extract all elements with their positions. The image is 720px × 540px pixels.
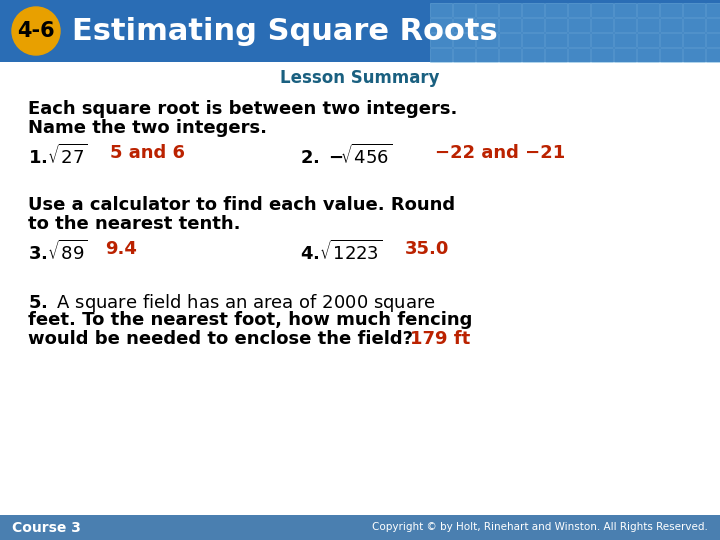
Text: Each square root is between two integers.: Each square root is between two integers… xyxy=(28,100,457,118)
Bar xyxy=(453,3,475,17)
Bar xyxy=(591,3,613,17)
Bar xyxy=(637,3,659,17)
Circle shape xyxy=(12,7,60,55)
Bar xyxy=(614,33,636,47)
Bar xyxy=(453,48,475,62)
Bar xyxy=(430,18,452,32)
Bar xyxy=(545,33,567,47)
Text: Estimating Square Roots: Estimating Square Roots xyxy=(72,17,498,45)
Text: $\mathbf{1.}\!\sqrt{27}$: $\mathbf{1.}\!\sqrt{27}$ xyxy=(28,144,88,168)
Bar xyxy=(0,515,720,540)
Bar xyxy=(591,18,613,32)
Text: 179 ft: 179 ft xyxy=(410,330,470,348)
Text: feet. To the nearest foot, how much fencing: feet. To the nearest foot, how much fenc… xyxy=(28,311,472,329)
Bar xyxy=(522,48,544,62)
Bar xyxy=(545,48,567,62)
Text: $\mathbf{3.}\!\sqrt{89}$: $\mathbf{3.}\!\sqrt{89}$ xyxy=(28,240,88,264)
Bar xyxy=(476,33,498,47)
Bar xyxy=(430,33,452,47)
Bar xyxy=(683,48,705,62)
Bar xyxy=(430,3,452,17)
Text: would be needed to enclose the field?: would be needed to enclose the field? xyxy=(28,330,413,348)
Bar xyxy=(660,48,682,62)
Bar xyxy=(568,48,590,62)
Bar xyxy=(683,18,705,32)
Bar xyxy=(499,18,521,32)
Bar xyxy=(637,48,659,62)
Bar xyxy=(614,18,636,32)
Bar xyxy=(0,0,720,62)
Bar xyxy=(522,3,544,17)
Bar xyxy=(476,48,498,62)
Bar xyxy=(453,33,475,47)
Bar xyxy=(660,18,682,32)
Text: $\mathbf{5.}$ A square field has an area of 2000 square: $\mathbf{5.}$ A square field has an area… xyxy=(28,292,436,314)
Bar xyxy=(591,33,613,47)
Bar xyxy=(706,18,720,32)
Text: Copyright © by Holt, Rinehart and Winston. All Rights Reserved.: Copyright © by Holt, Rinehart and Winsto… xyxy=(372,523,708,532)
Bar xyxy=(706,3,720,17)
Text: Name the two integers.: Name the two integers. xyxy=(28,119,267,137)
Text: 4-6: 4-6 xyxy=(17,21,55,41)
Bar xyxy=(683,3,705,17)
Bar xyxy=(499,3,521,17)
Bar xyxy=(476,3,498,17)
Bar xyxy=(568,3,590,17)
Text: 5 and 6: 5 and 6 xyxy=(110,144,185,162)
Bar xyxy=(430,48,452,62)
Bar xyxy=(706,33,720,47)
Bar xyxy=(591,48,613,62)
Text: 35.0: 35.0 xyxy=(405,240,449,258)
Bar xyxy=(453,18,475,32)
Bar xyxy=(522,33,544,47)
Bar xyxy=(499,33,521,47)
Text: Lesson Summary: Lesson Summary xyxy=(280,69,440,87)
Bar xyxy=(568,33,590,47)
Text: $\mathbf{2.}\ \mathbf{-}\!\sqrt{456}$: $\mathbf{2.}\ \mathbf{-}\!\sqrt{456}$ xyxy=(300,144,392,168)
Bar xyxy=(660,3,682,17)
Bar xyxy=(545,18,567,32)
Bar xyxy=(660,33,682,47)
Bar xyxy=(568,18,590,32)
Bar xyxy=(522,18,544,32)
Bar xyxy=(499,48,521,62)
Bar xyxy=(545,3,567,17)
Bar xyxy=(614,48,636,62)
Bar xyxy=(637,18,659,32)
Text: −22 and −21: −22 and −21 xyxy=(435,144,565,162)
Bar xyxy=(476,18,498,32)
Bar xyxy=(614,3,636,17)
Bar xyxy=(706,48,720,62)
Text: Use a calculator to find each value. Round: Use a calculator to find each value. Rou… xyxy=(28,196,455,214)
Text: to the nearest tenth.: to the nearest tenth. xyxy=(28,215,240,233)
Bar xyxy=(683,33,705,47)
Bar xyxy=(637,33,659,47)
Text: $\mathbf{4.}\!\sqrt{1223}$: $\mathbf{4.}\!\sqrt{1223}$ xyxy=(300,240,383,264)
Text: Course 3: Course 3 xyxy=(12,521,81,535)
Text: 9.4: 9.4 xyxy=(105,240,137,258)
